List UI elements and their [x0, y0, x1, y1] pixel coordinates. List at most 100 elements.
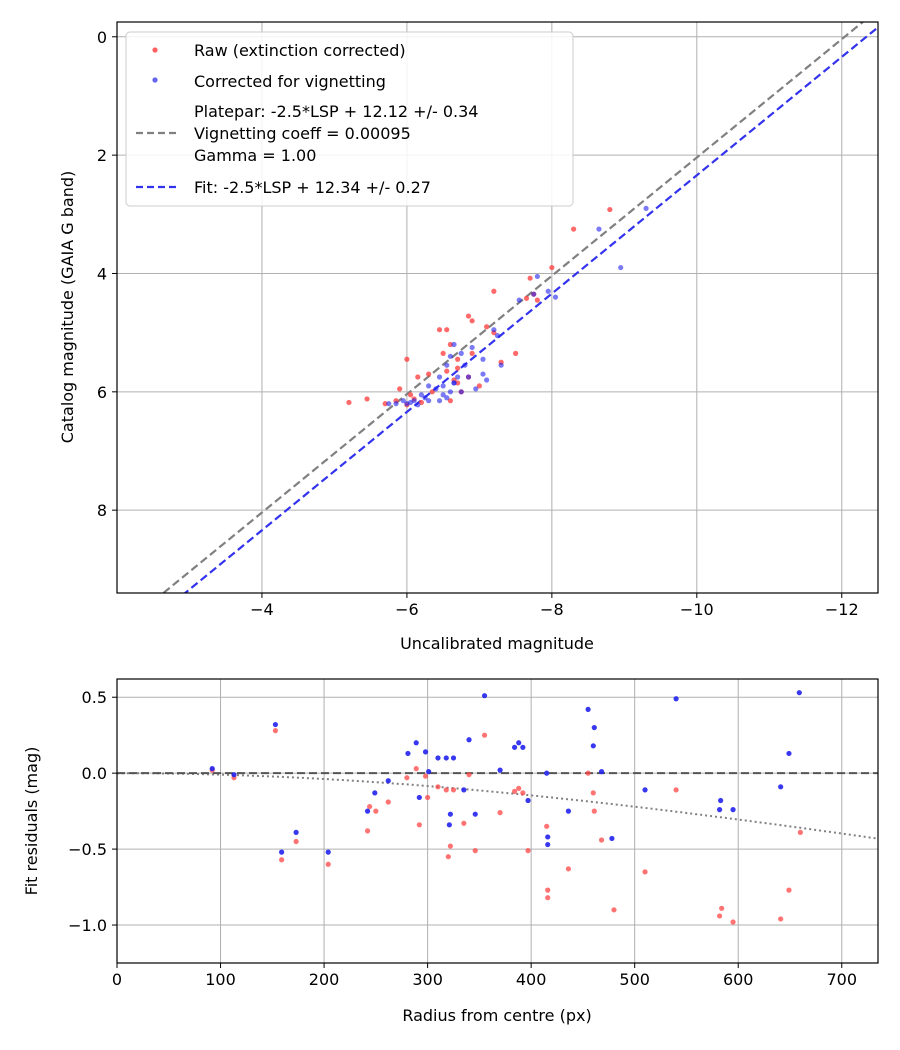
- bottom-corrected-point: [472, 811, 478, 817]
- bottom-corrected-point: [585, 706, 591, 712]
- bottom-raw-point: [413, 766, 419, 772]
- top-raw-point: [476, 383, 482, 389]
- bottom-corrected-point: [545, 841, 551, 848]
- top-corrected-point: [491, 327, 497, 333]
- top-xtick-label: −4: [250, 600, 274, 619]
- legend-corrected-marker: [152, 77, 158, 83]
- bottom-raw-point: [565, 866, 572, 872]
- legend-platepar-line2: Vignetting coeff = 0.00095: [194, 124, 411, 143]
- top-corrected-point: [436, 398, 443, 404]
- legend-corrected-label: Corrected for vignetting: [194, 72, 386, 91]
- bottom-raw-point: [598, 837, 605, 843]
- bottom-corrected-point: [511, 744, 518, 750]
- bottom-ytick-label: 0.5: [82, 688, 107, 707]
- bottom-raw-point: [279, 857, 285, 863]
- top-corrected-point: [426, 383, 432, 389]
- bottom-corrected-point: [544, 770, 550, 776]
- top-raw-point: [455, 380, 461, 386]
- top-corrected-point: [426, 398, 432, 404]
- top-corrected-point: [545, 288, 551, 294]
- top-corrected-point: [596, 226, 602, 232]
- bottom-raw-point: [511, 788, 518, 794]
- bottom-raw-point: [466, 772, 472, 778]
- top-raw-point: [455, 356, 461, 362]
- top-chart-points: [346, 205, 649, 408]
- bottom-raw-point: [525, 848, 531, 854]
- bottom-corrected-point: [461, 787, 467, 793]
- bottom-xtick-label: 200: [309, 970, 340, 989]
- bottom-raw-point: [591, 808, 597, 814]
- bottom-raw-point: [425, 794, 431, 801]
- bottom-raw-point: [590, 790, 596, 796]
- top-raw-point: [484, 324, 490, 330]
- legend-platepar-line1: Platepar: -2.5*LSP + 12.12 +/- 0.34: [194, 102, 478, 121]
- bottom-corrected-point: [520, 744, 526, 750]
- bottom-raw-point: [445, 854, 451, 860]
- top-corrected-point: [407, 399, 414, 406]
- top-line-fit: [183, 26, 878, 593]
- top-line-platepar: [161, 22, 865, 593]
- bottom-chart-xlabel: Radius from centre (px): [402, 1006, 591, 1025]
- top-raw-point: [549, 264, 555, 271]
- top-raw-point: [527, 275, 533, 281]
- bottom-corrected-point: [718, 797, 724, 804]
- bottom-corrected-point: [716, 807, 723, 813]
- top-chart-fit-lines: [161, 22, 878, 593]
- top-raw-point: [444, 327, 450, 333]
- bottom-raw-point: [422, 773, 429, 779]
- top-raw-point: [444, 368, 450, 374]
- top-raw-point: [571, 226, 577, 232]
- bottom-corrected-point: [447, 811, 453, 817]
- top-raw-point: [465, 313, 472, 319]
- bottom-chart-lines: [117, 772, 878, 840]
- top-ytick-label: 6: [97, 383, 107, 402]
- top-corrected-point: [480, 371, 486, 377]
- bottom-corrected-point: [385, 778, 391, 784]
- top-corrected-point: [643, 205, 649, 211]
- bottom-xtick-label: 0: [112, 970, 122, 989]
- top-corrected-point: [458, 389, 464, 395]
- top-corrected-point: [444, 362, 450, 368]
- bottom-raw-point: [443, 787, 449, 793]
- top-raw-point: [364, 396, 370, 402]
- bottom-chart-ylabel: Fit residuals (mag): [22, 747, 41, 896]
- top-chart-ylabel: Catalog magnitude (GAIA G band): [58, 171, 77, 443]
- top-corrected-point: [393, 401, 399, 407]
- bottom-corrected-point: [516, 740, 522, 746]
- bottom-raw-point: [716, 913, 723, 919]
- bottom-raw-point: [416, 822, 422, 828]
- top-chart-frame: [116, 21, 879, 594]
- bottom-corrected-point: [565, 808, 572, 814]
- bottom-xtick-label: 600: [723, 970, 754, 989]
- top-corrected-point: [433, 386, 439, 392]
- bottom-vignetting-curve: [117, 772, 878, 840]
- bottom-corrected-point: [525, 797, 531, 804]
- bottom-raw-point: [673, 787, 679, 793]
- bottom-xtick-label: 700: [826, 970, 857, 989]
- bottom-raw-point: [461, 820, 467, 826]
- top-corrected-point: [498, 362, 504, 368]
- bottom-corrected-point: [778, 784, 784, 790]
- bottom-raw-point: [520, 790, 526, 796]
- top-raw-point: [447, 398, 453, 404]
- top-raw-point: [447, 341, 453, 348]
- top-corrected-point: [436, 374, 443, 380]
- bottom-raw-point: [481, 732, 488, 738]
- top-corrected-point: [440, 383, 446, 389]
- bottom-raw-point: [364, 828, 371, 834]
- bottom-xtick-label: 100: [205, 970, 236, 989]
- bottom-corrected-point: [466, 737, 472, 743]
- bottom-corrected-point: [279, 849, 285, 855]
- top-corrected-point: [516, 297, 522, 303]
- bottom-raw-point: [325, 861, 331, 867]
- bottom-chart-points: [209, 690, 803, 925]
- top-corrected-point: [447, 389, 453, 395]
- top-corrected-point: [455, 374, 461, 380]
- bottom-raw-point: [797, 829, 803, 835]
- top-corrected-point: [484, 377, 490, 383]
- bottom-corrected-point: [642, 787, 648, 793]
- top-ytick-label: 0: [97, 28, 107, 47]
- bottom-corrected-point: [413, 740, 419, 746]
- top-corrected-point: [480, 356, 486, 362]
- top-xtick-label: −6: [395, 600, 419, 619]
